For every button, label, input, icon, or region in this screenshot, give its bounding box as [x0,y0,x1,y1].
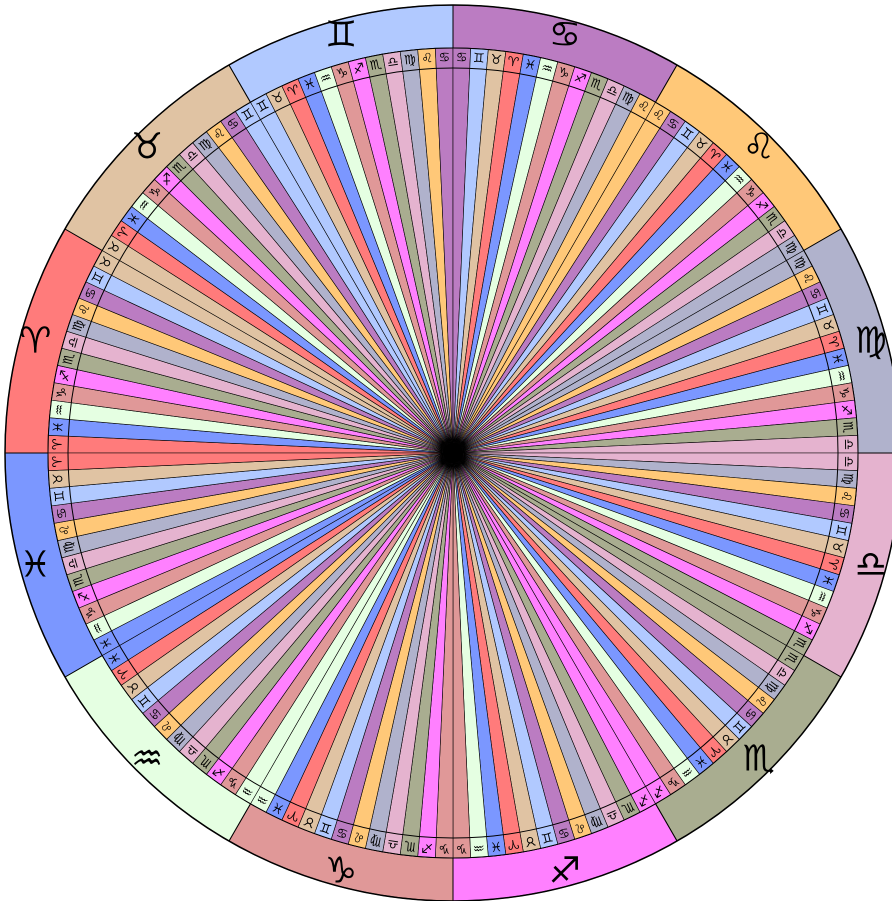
inner-glyph-taurus: ♉ [51,473,67,486]
inner-glyph-pisces: ♓ [828,352,845,367]
inner-glyph-pisces: ♓ [523,57,537,74]
inner-glyph-scorpio: ♏ [61,352,78,367]
inner-glyph-leo: ♌ [57,523,74,537]
outer-glyph-leo: ♌ [743,127,775,168]
inner-glyph-capricorn: ♑ [456,840,468,855]
inner-glyph-aries: ♈ [50,455,65,467]
inner-glyph-gemini: ♊ [832,523,849,537]
inner-glyph-pisces: ♓ [489,838,502,854]
inner-glyph-gemini: ♊ [812,302,830,318]
inner-glyph-aquarius: ♒ [318,70,334,88]
inner-glyph-virgo: ♍ [403,52,417,68]
inner-glyph-scorpio: ♏ [839,421,855,434]
inner-glyph-scorpio: ♏ [403,838,416,854]
inner-glyph-sagittarius: ♐ [76,588,94,604]
inner-glyph-sagittarius: ♐ [572,70,588,88]
inner-glyph-cancer: ♋ [54,506,71,520]
inner-glyph-cancer: ♋ [835,506,852,520]
inner-glyph-libra: ♎ [604,805,621,823]
inner-glyph-leo: ♌ [572,818,588,836]
outer-glyph-capricorn: ♑ [325,850,357,891]
outer-glyph-cancer: ♋ [549,15,581,56]
inner-glyph-aquarius: ♒ [52,403,68,416]
inner-glyph-sagittarius: ♐ [352,61,367,78]
center-hub [443,443,463,463]
inner-glyph-libra: ♎ [65,335,83,350]
inner-glyph-virgo: ♍ [839,473,855,486]
inner-glyph-aries: ♈ [823,556,841,572]
inner-glyph-aries: ♈ [50,438,65,450]
inner-glyph-libra: ♎ [65,556,83,571]
inner-glyph-capricorn: ♑ [82,604,100,621]
ring-boundary [47,47,859,859]
inner-glyph-libra: ♎ [386,54,400,71]
inner-glyph-virgo: ♍ [70,318,88,334]
inner-glyph-capricorn: ♑ [438,840,450,855]
inner-glyph-virgo: ♍ [368,832,383,849]
inner-glyph-capricorn: ♑ [556,65,571,83]
inner-glyph-cancer: ♋ [335,823,350,841]
inner-glyph-sagittarius: ♐ [421,839,434,855]
inner-glyph-cancer: ♋ [456,50,468,65]
inner-glyph-libra: ♎ [840,456,855,468]
inner-glyph-taurus: ♉ [818,318,836,334]
inner-glyph-cancer: ♋ [438,50,450,65]
ring-boundary [4,4,892,901]
inner-glyph-gemini: ♊ [539,828,554,845]
inner-glyph-libra: ♎ [604,82,621,100]
inner-glyph-aries: ♈ [506,54,520,71]
outer-glyph-scorpio: ♏ [743,738,775,779]
outer-glyph-sagittarius: ♐ [549,850,581,891]
inner-glyph-leo: ♌ [838,489,854,502]
inner-glyph-libra: ♎ [386,835,400,852]
outer-glyph-pisces: ♓ [19,544,51,585]
outer-glyph-libra: ♎ [855,544,887,585]
inner-glyph-scorpio: ♏ [369,57,383,74]
inner-glyph-taurus: ♉ [489,52,502,68]
outer-ring: ♈♉♊ ♋♌♍♎♏♐♑♒♓ [4,4,892,901]
inner-glyph-gemini: ♊ [473,51,486,67]
outer-glyph-taurus: ♉ [131,127,163,168]
inner-glyph-taurus: ♉ [523,832,537,849]
inner-glyph-leo: ♌ [352,828,367,845]
ring-boundary [67,67,839,839]
inner-glyph-aries: ♈ [506,835,520,852]
inner-glyph-scorpio: ♏ [70,572,88,588]
inner-glyph-taurus: ♉ [828,539,845,554]
inner-glyph-capricorn: ♑ [805,604,823,621]
inner-glyph-capricorn: ♑ [835,386,852,400]
inner-glyph-gemini: ♊ [318,818,334,836]
inner-glyph-leo: ♌ [421,51,434,67]
inner-glyph-aquarius: ♒ [539,61,554,78]
inner-glyph-aquarius: ♒ [473,839,486,855]
inner-glyph-leo: ♌ [76,302,94,318]
inner-glyph-taurus: ♉ [302,812,318,830]
inner-glyph-virgo: ♍ [61,539,78,554]
inner-ring: ♈♓♒♑♐♏♎♍♌♋♊♉♉♈♓♒♑♐♏♎♍♌♋♊♊♉♈ ♓ ♒ ♑ ♐ ♏ ♎ ♍ ♌ ♋ ♋ ♊ ♉ ♈… [47,47,859,859]
inner-glyph-aries: ♈ [823,335,841,351]
inner-glyph-libra: ♎ [840,438,855,450]
outer-glyph-aries: ♈ [19,321,51,362]
inner-glyph-virgo: ♍ [588,812,605,830]
inner-glyph-pisces: ♓ [302,76,318,94]
inner-glyph-cancer: ♋ [805,286,823,303]
inner-glyph-cancer: ♋ [82,286,100,303]
outer-glyph-aquarius: ♒ [131,738,163,779]
outer-glyph-gemini: ♊ [325,15,357,56]
inner-glyph-aquarius: ♒ [812,588,830,604]
inner-glyph-capricorn: ♑ [54,386,71,400]
inner-glyph-pisces: ♓ [51,421,67,434]
outer-glyph-virgo: ♍ [855,321,887,362]
inner-glyph-pisces: ♓ [818,572,836,588]
inner-glyph-gemini: ♊ [52,489,68,502]
inner-glyph-capricorn: ♑ [335,65,350,83]
inner-glyph-sagittarius: ♐ [838,403,854,416]
inner-glyph-cancer: ♋ [556,823,571,841]
inner-glyph-sagittarius: ♐ [57,369,74,383]
inner-glyph-aquarius: ♒ [832,369,849,383]
inner-glyph-scorpio: ♏ [588,76,604,94]
